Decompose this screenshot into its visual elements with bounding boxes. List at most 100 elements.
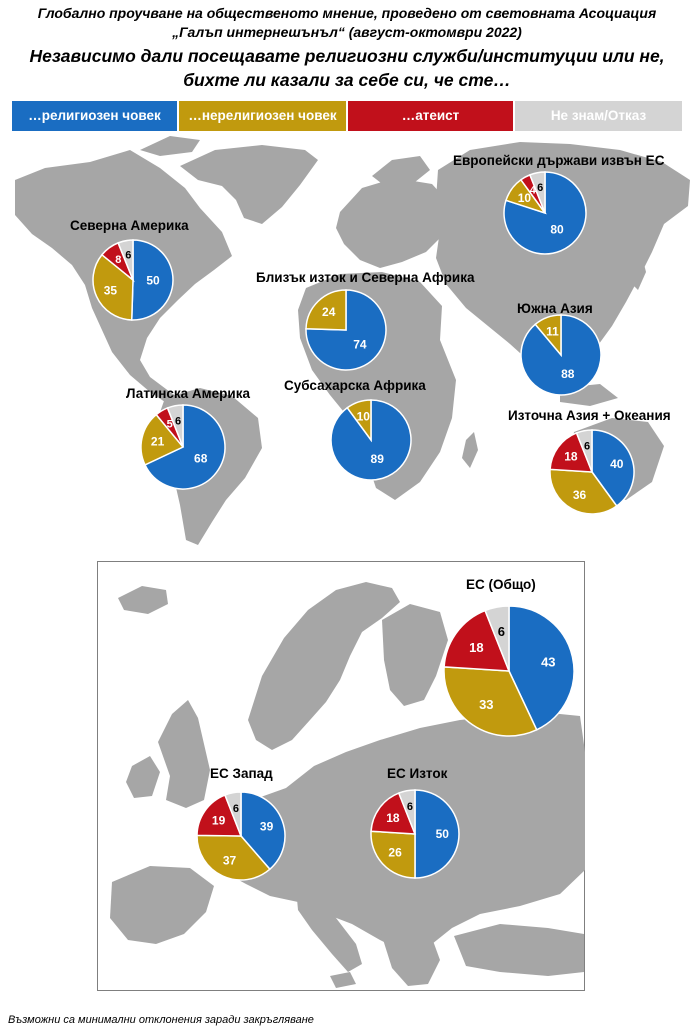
pie-9: 39 37 19 6 <box>196 791 286 881</box>
pie-6-label-religious: 88 <box>561 367 575 381</box>
question-line-2: бихте ли казали за себе си, че сте… <box>183 70 511 90</box>
page-subtitle: Глобално проучване на общественото мнени… <box>0 4 694 42</box>
pie-9-slice-religious <box>240 791 286 871</box>
asia-shape <box>436 142 690 376</box>
pie-7-slice-dont-know <box>575 429 593 473</box>
pie-10-label-religious: 50 <box>436 827 450 841</box>
pie-9-label-dont-know: 6 <box>233 803 239 815</box>
pie-8-slice-religious <box>508 605 575 731</box>
pie-4-label-religious: 89 <box>371 452 385 466</box>
pie-6-slice-nonreligious <box>534 314 562 358</box>
pie-2-label-religious: 68 <box>194 451 208 465</box>
pie-3-slice-nonreligious <box>305 289 347 331</box>
pie-4-label-nonreligious: 10 <box>357 409 371 423</box>
pie-2-slice-nonreligious <box>140 413 185 466</box>
pie-8-label-nonreligious: 33 <box>479 697 493 712</box>
pie-4: 89 10 <box>330 399 412 481</box>
label-eu-total: ЕС (Общо) <box>466 577 536 592</box>
pie-7: 40 36 18 6 <box>549 429 635 515</box>
pie-1-slice-dont-know <box>117 239 134 281</box>
pie-8: 43 33 18 6 <box>443 605 575 737</box>
label-north-america: Северна Америка <box>70 218 189 233</box>
pie-8-label-atheist: 18 <box>469 640 483 655</box>
subtitle-line-1: Глобално проучване на общественото мнени… <box>37 5 657 21</box>
pie-9-slice-atheist <box>196 794 243 837</box>
pie-3-label-religious: 74 <box>353 337 367 351</box>
pie-2-label-atheist: 5 <box>167 419 173 431</box>
label-mena: Близък изток и Северна Африка <box>256 270 475 285</box>
pie-6: 88 11 <box>520 314 602 396</box>
legend-religious: …религиозен човек <box>12 101 177 131</box>
pie-7-slice-atheist <box>549 431 594 473</box>
pie-10-label-atheist: 18 <box>386 811 400 825</box>
pie-9-label-nonreligious: 37 <box>223 854 237 868</box>
legend-atheist: …атеист <box>348 101 513 131</box>
europe-shape <box>336 178 452 268</box>
pie-5-slice-dont-know <box>528 171 546 214</box>
pie-1-slice-religious <box>130 239 174 321</box>
legend-nonreligious: …нерелигиозен човек <box>179 101 346 131</box>
pie-7-label-religious: 40 <box>610 457 624 471</box>
pie-8-label-dont-know: 6 <box>498 624 505 639</box>
label-eu-east: ЕС Изток <box>387 766 448 781</box>
pie-9-slice-nonreligious <box>196 834 271 881</box>
italy-shape <box>296 888 362 972</box>
label-eu-west: ЕС Запад <box>210 766 273 781</box>
pie-5: 80 104 6 <box>503 171 587 255</box>
pie-1-label-atheist: 8 <box>115 254 121 266</box>
iberia-shape <box>110 866 214 944</box>
pie-5-label-dont-know: 6 <box>537 182 543 194</box>
pie-1-label-religious: 50 <box>146 273 160 287</box>
pie-7-slice-nonreligious <box>549 468 618 515</box>
label-south-asia: Южна Азия <box>517 301 593 316</box>
pie-2-label-dont-know: 6 <box>175 415 181 427</box>
pie-2: 68 215 6 <box>140 404 226 490</box>
pie-8-slice-nonreligious <box>443 666 538 737</box>
pie-10-label-nonreligious: 26 <box>388 846 402 860</box>
pie-4-slice-nonreligious <box>346 399 372 443</box>
subtitle-line-2: „Галъп интернешънъл“ (август-октомври 20… <box>172 24 522 40</box>
pie-3-label-nonreligious: 24 <box>322 305 336 319</box>
pie-2-slice-dont-know <box>166 404 184 448</box>
label-east-asia-oceania: Източна Азия + Океания <box>508 408 671 423</box>
pie-7-label-dont-know: 6 <box>584 440 590 452</box>
britain-shape <box>158 700 210 808</box>
label-latin-america: Латинска Америка <box>126 386 250 401</box>
pie-6-label-nonreligious: 11 <box>546 325 559 339</box>
pie-10-label-dont-know: 6 <box>407 801 413 813</box>
pie-7-label-atheist: 18 <box>564 450 578 464</box>
pie-9-label-religious: 39 <box>260 819 274 833</box>
pie-5-label-atheist: 4 <box>530 185 537 197</box>
pie-9-label-atheist: 19 <box>212 813 226 827</box>
pie-9-slice-dont-know <box>223 791 242 837</box>
pie-8-label-religious: 43 <box>541 655 555 670</box>
pie-7-label-nonreligious: 36 <box>573 488 587 502</box>
legend-dont-know: Не знам/Отказ <box>515 101 682 131</box>
pie-3: 74 24 <box>305 289 387 371</box>
greenland-shape <box>180 145 318 224</box>
pie-3-slice-religious <box>305 289 387 371</box>
pie-10-slice-religious <box>414 789 460 879</box>
pie-1: 50 35 8 6 <box>92 239 174 321</box>
pie-10-slice-atheist <box>370 792 417 835</box>
question-title: Независимо дали посещавате религиозни сл… <box>0 44 694 92</box>
scandinavia-shape <box>248 582 400 750</box>
pie-5-label-nonreligious: 10 <box>518 191 532 205</box>
pie-10-slice-nonreligious <box>370 830 416 879</box>
pie-2-slice-religious <box>144 404 226 490</box>
pie-1-slice-nonreligious <box>92 253 134 321</box>
pie-10: 50 26 18 6 <box>370 789 460 879</box>
pie-10-slice-dont-know <box>397 789 416 835</box>
footnote: Възможни са минимални отклонения заради … <box>8 1014 314 1026</box>
pie-8-slice-dont-know <box>484 605 510 672</box>
pie-8-slice-atheist <box>443 609 511 672</box>
pie-1-label-dont-know: 6 <box>125 250 131 262</box>
pie-5-label-religious: 80 <box>550 223 564 237</box>
label-non-eu-europe: Европейски държави извън ЕС <box>453 153 665 168</box>
question-line-1: Независимо дали посещавате религиозни сл… <box>29 46 665 66</box>
pie-2-label-nonreligious: 21 <box>151 434 165 448</box>
pie-1-label-nonreligious: 35 <box>104 283 118 297</box>
pie-7-slice-religious <box>591 429 635 508</box>
pie-4-slice-religious <box>330 399 412 481</box>
